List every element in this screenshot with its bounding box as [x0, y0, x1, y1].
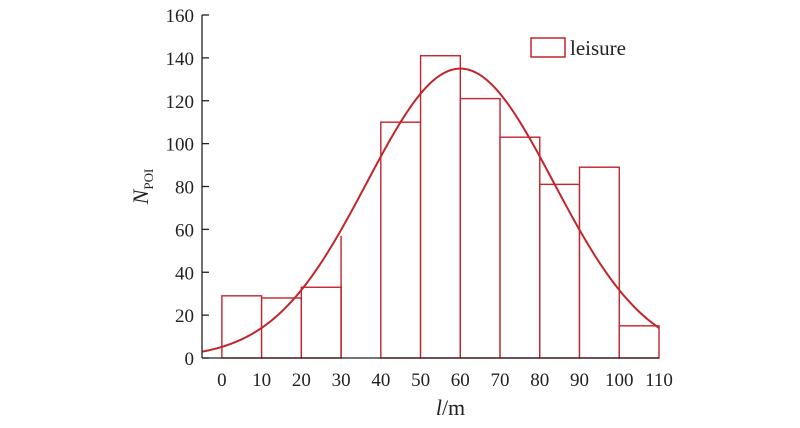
y-tick-label: 100 — [166, 135, 195, 156]
x-tick-label: 100 — [605, 370, 634, 391]
histogram-bar-50-60 — [419, 55, 462, 359]
x-axis-label-italic: l — [436, 395, 442, 420]
y-axis-label-sub: POI — [141, 169, 156, 190]
y-tick-label: 20 — [175, 306, 194, 327]
x-tick-label: 60 — [451, 370, 470, 391]
x-axis-label-unit: /m — [442, 395, 465, 420]
axes-layer — [201, 14, 659, 359]
y-tick-label: 60 — [175, 220, 194, 241]
x-tick-label: 90 — [570, 370, 589, 391]
legend-label-leisure: leisure — [570, 36, 626, 60]
histogram-bar-10-20 — [260, 297, 303, 359]
fit-curve-line — [201, 67, 660, 353]
histogram-bar-20-30 — [300, 286, 342, 359]
y-tick-labels: 0 20 40 60 80 100 120 140 160 — [166, 6, 195, 370]
x-tick-label: 30 — [332, 370, 351, 391]
y-axis-label: NPOI — [128, 169, 156, 206]
x-axis-label: l/m — [436, 395, 465, 420]
legend-swatch-leisure — [530, 37, 566, 58]
fit-curve-layer — [201, 67, 660, 353]
x-tick-label: 110 — [645, 370, 673, 391]
x-tick-label: 80 — [530, 370, 549, 391]
y-tick-label: 0 — [185, 349, 195, 370]
histogram-bar-80-90 — [539, 183, 581, 359]
y-tick-label: 140 — [166, 49, 195, 70]
histogram-bar-100-110 — [618, 325, 660, 359]
x-tick-label: 70 — [491, 370, 510, 391]
y-tick-label: 120 — [166, 92, 195, 113]
histogram-bar-40-50 — [380, 121, 422, 359]
histogram-bar-0-10 — [221, 295, 263, 359]
x-tick-label: 10 — [252, 370, 271, 391]
x-tick-label: 0 — [217, 370, 227, 391]
y-tick-label: 160 — [166, 6, 195, 27]
x-tick-label: 50 — [411, 370, 430, 391]
y-tick-label: 40 — [175, 263, 194, 284]
x-tick-label: 40 — [371, 370, 390, 391]
y-axis-label-main: N — [128, 188, 153, 205]
legend: leisure — [530, 36, 626, 60]
histogram-bar-60-70 — [459, 97, 501, 359]
x-tick-labels: 0 10 20 30 40 50 60 70 80 90 100 110 — [217, 370, 673, 391]
histogram-bar-70-80 — [499, 136, 541, 359]
x-tick-label: 20 — [292, 370, 311, 391]
y-tick-label: 80 — [175, 178, 194, 199]
bars-layer — [221, 55, 660, 359]
